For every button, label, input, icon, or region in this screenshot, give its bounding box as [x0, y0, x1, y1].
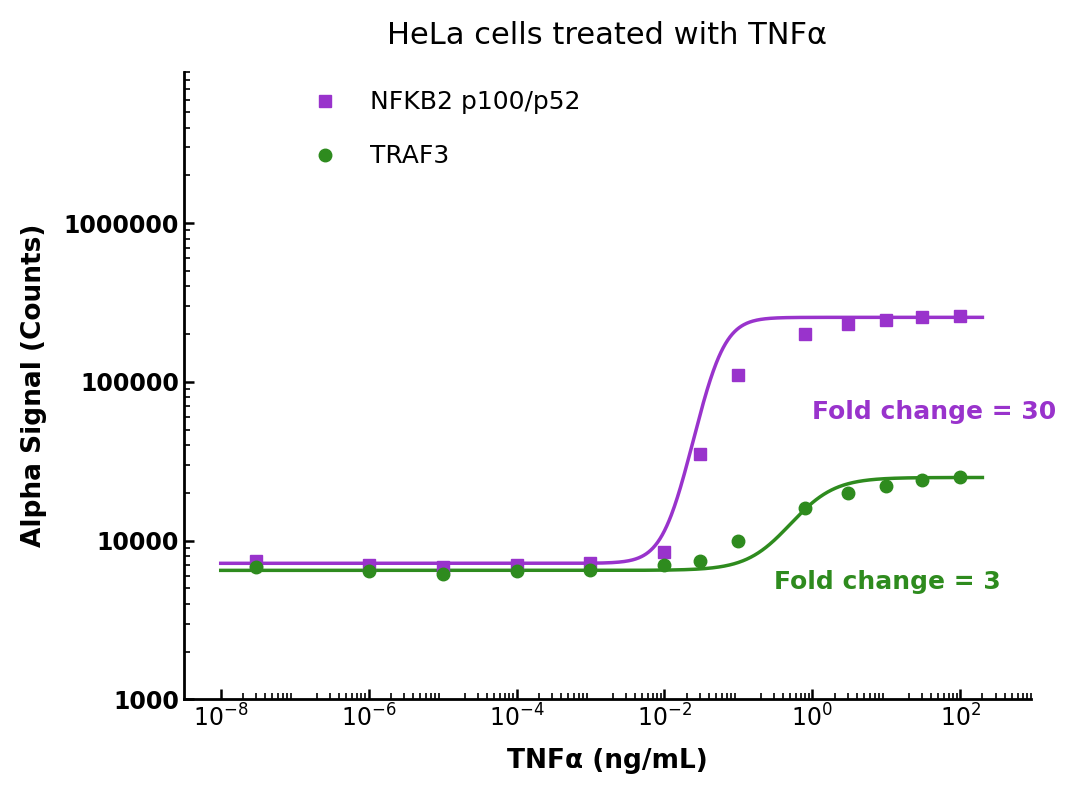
TRAF3	[841, 488, 854, 498]
Title: HeLa cells treated with TNFα: HeLa cells treated with TNFα	[388, 21, 827, 50]
TRAF3	[915, 475, 928, 485]
TRAF3	[693, 556, 706, 565]
Line: TRAF3: TRAF3	[249, 471, 967, 580]
TRAF3	[362, 567, 375, 576]
Text: Fold change = 3: Fold change = 3	[773, 570, 1000, 594]
NFKB2 p100/p52	[799, 329, 812, 339]
Y-axis label: Alpha Signal (Counts): Alpha Signal (Counts)	[21, 224, 46, 547]
NFKB2 p100/p52	[584, 559, 597, 568]
Text: Fold change = 30: Fold change = 30	[812, 400, 1056, 424]
NFKB2 p100/p52	[841, 320, 854, 329]
TRAF3	[436, 569, 449, 579]
Legend: NFKB2 p100/p52, TRAF3: NFKB2 p100/p52, TRAF3	[298, 91, 581, 169]
NFKB2 p100/p52	[658, 547, 671, 556]
TRAF3	[732, 536, 745, 545]
NFKB2 p100/p52	[732, 370, 745, 380]
TRAF3	[584, 565, 597, 575]
TRAF3	[880, 482, 893, 491]
NFKB2 p100/p52	[880, 316, 893, 325]
Line: NFKB2 p100/p52: NFKB2 p100/p52	[249, 310, 967, 573]
NFKB2 p100/p52	[436, 563, 449, 572]
TRAF3	[510, 567, 523, 576]
NFKB2 p100/p52	[249, 556, 262, 565]
TRAF3	[249, 563, 262, 572]
NFKB2 p100/p52	[510, 560, 523, 570]
TRAF3	[799, 503, 812, 513]
NFKB2 p100/p52	[693, 449, 706, 459]
NFKB2 p100/p52	[362, 560, 375, 570]
TRAF3	[954, 473, 967, 483]
TRAF3	[658, 560, 671, 570]
X-axis label: TNFα (ng/mL): TNFα (ng/mL)	[507, 748, 707, 774]
NFKB2 p100/p52	[954, 311, 967, 320]
NFKB2 p100/p52	[915, 312, 928, 322]
